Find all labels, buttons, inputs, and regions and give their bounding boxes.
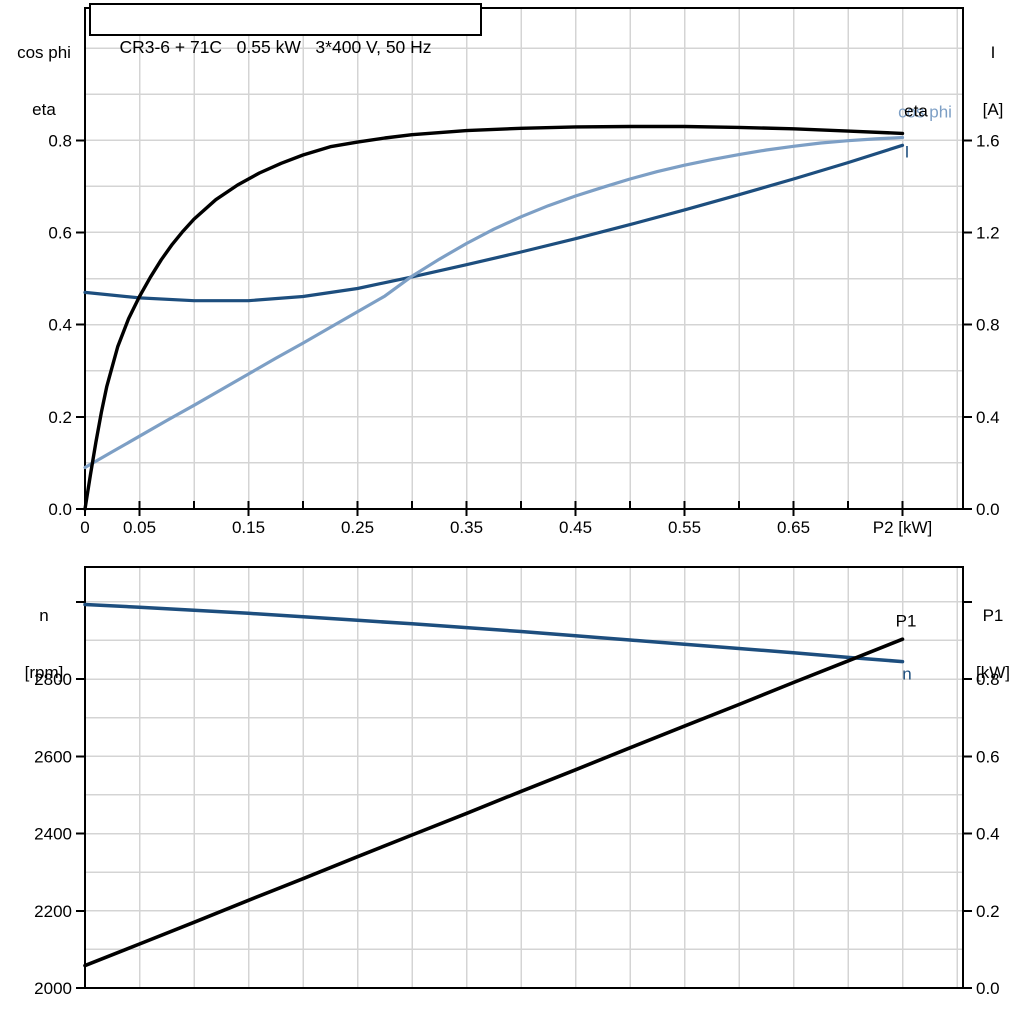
tick-label: 0 bbox=[80, 518, 89, 537]
tick-label: 0.55 bbox=[668, 518, 701, 537]
series-cos-phi bbox=[83, 135, 905, 470]
tick-label: 0.8 bbox=[976, 316, 1000, 335]
tick-label: 2800 bbox=[34, 670, 72, 689]
cos-phi-curve-label: cos phi bbox=[898, 102, 952, 122]
tick-label: 0.0 bbox=[976, 979, 1000, 998]
series-n bbox=[83, 602, 905, 664]
p1-curve-label: P1 bbox=[895, 611, 917, 631]
tick-label: 0.35 bbox=[450, 518, 483, 537]
tick-label: 0.0 bbox=[48, 500, 72, 519]
tick-label: 2200 bbox=[34, 902, 72, 921]
tick-label: 1.2 bbox=[976, 223, 1000, 242]
eta-axis-label: eta bbox=[32, 100, 56, 119]
tick-label: 0.4 bbox=[976, 408, 1000, 427]
tick-label: 0.4 bbox=[976, 825, 1000, 844]
chart-title-box: CR3-6 + 71C 0.55 kW 3*400 V, 50 Hz bbox=[89, 3, 482, 57]
tick-label: 2000 bbox=[34, 979, 72, 998]
tick-label: 2400 bbox=[34, 825, 72, 844]
bottom-right-axis-label: P1 [kW] bbox=[962, 568, 1024, 720]
tick-label: 0.2 bbox=[48, 408, 72, 427]
tick-label: 0.8 bbox=[976, 670, 1000, 689]
speed-unit-label: [rpm] bbox=[24, 663, 64, 682]
tick-label: 0.45 bbox=[559, 518, 592, 537]
top-chart-plot: 0 0.05 0.15 0.25 0.35 0.45 0.55 0.65 P2 [kW] 0.0 0… bbox=[48, 7, 1000, 537]
p1-unit-label: [kW] bbox=[976, 663, 1010, 682]
tick-labels: 2000 2200 2400 2600 2800 0.0 0.2 0.4 0.6 0.8 bbox=[34, 670, 999, 998]
series-p1 bbox=[83, 637, 905, 968]
tick-labels: 0 0.05 0.15 0.25 0.35 0.45 0.55 0.65 P2 [kW] 0.0 0… bbox=[48, 131, 999, 537]
tick-label: 0.6 bbox=[976, 747, 1000, 766]
series-eta bbox=[83, 124, 905, 511]
tick-label: 2600 bbox=[34, 747, 72, 766]
tick-label: 0.0 bbox=[976, 500, 1000, 519]
top-right-axis-label: I [A] bbox=[962, 5, 1024, 157]
n-curve-label: n bbox=[902, 664, 912, 684]
tick-label: 0.25 bbox=[341, 518, 374, 537]
tick-label: 0.05 bbox=[123, 518, 156, 537]
tick-label: 0.6 bbox=[48, 223, 72, 242]
tick-label: 0.2 bbox=[976, 902, 1000, 921]
current-curve-label: I bbox=[904, 142, 910, 162]
series-i bbox=[83, 143, 905, 303]
speed-axis-label: n bbox=[39, 606, 49, 625]
bottom-chart-plot: 2000 2200 2400 2600 2800 0.0 0.2 0.4 0.6 0.8 bbox=[34, 566, 1000, 998]
tick-label: P2 [kW] bbox=[873, 518, 933, 537]
axes-frame bbox=[76, 7, 972, 516]
tick-label: 0.65 bbox=[777, 518, 810, 537]
axes-frame bbox=[76, 566, 972, 989]
tick-label: 0.4 bbox=[48, 316, 72, 335]
eta-curve-label: eta bbox=[904, 101, 928, 121]
cos-phi-axis-label: cos phi bbox=[17, 43, 71, 62]
tick-label: 0.8 bbox=[48, 131, 72, 150]
chart-title: CR3-6 + 71C 0.55 kW 3*400 V, 50 Hz bbox=[119, 37, 432, 57]
tick-label: 0.15 bbox=[232, 518, 265, 537]
grid bbox=[85, 8, 963, 509]
current-unit-label: [A] bbox=[982, 100, 1004, 119]
tick-label: 1.6 bbox=[976, 131, 1000, 150]
bottom-left-axis-label: n [rpm] bbox=[2, 568, 86, 720]
p1-axis-label: P1 bbox=[982, 606, 1004, 625]
top-left-axis-label: cos phi eta bbox=[2, 5, 86, 157]
current-axis-label: I bbox=[990, 43, 996, 62]
